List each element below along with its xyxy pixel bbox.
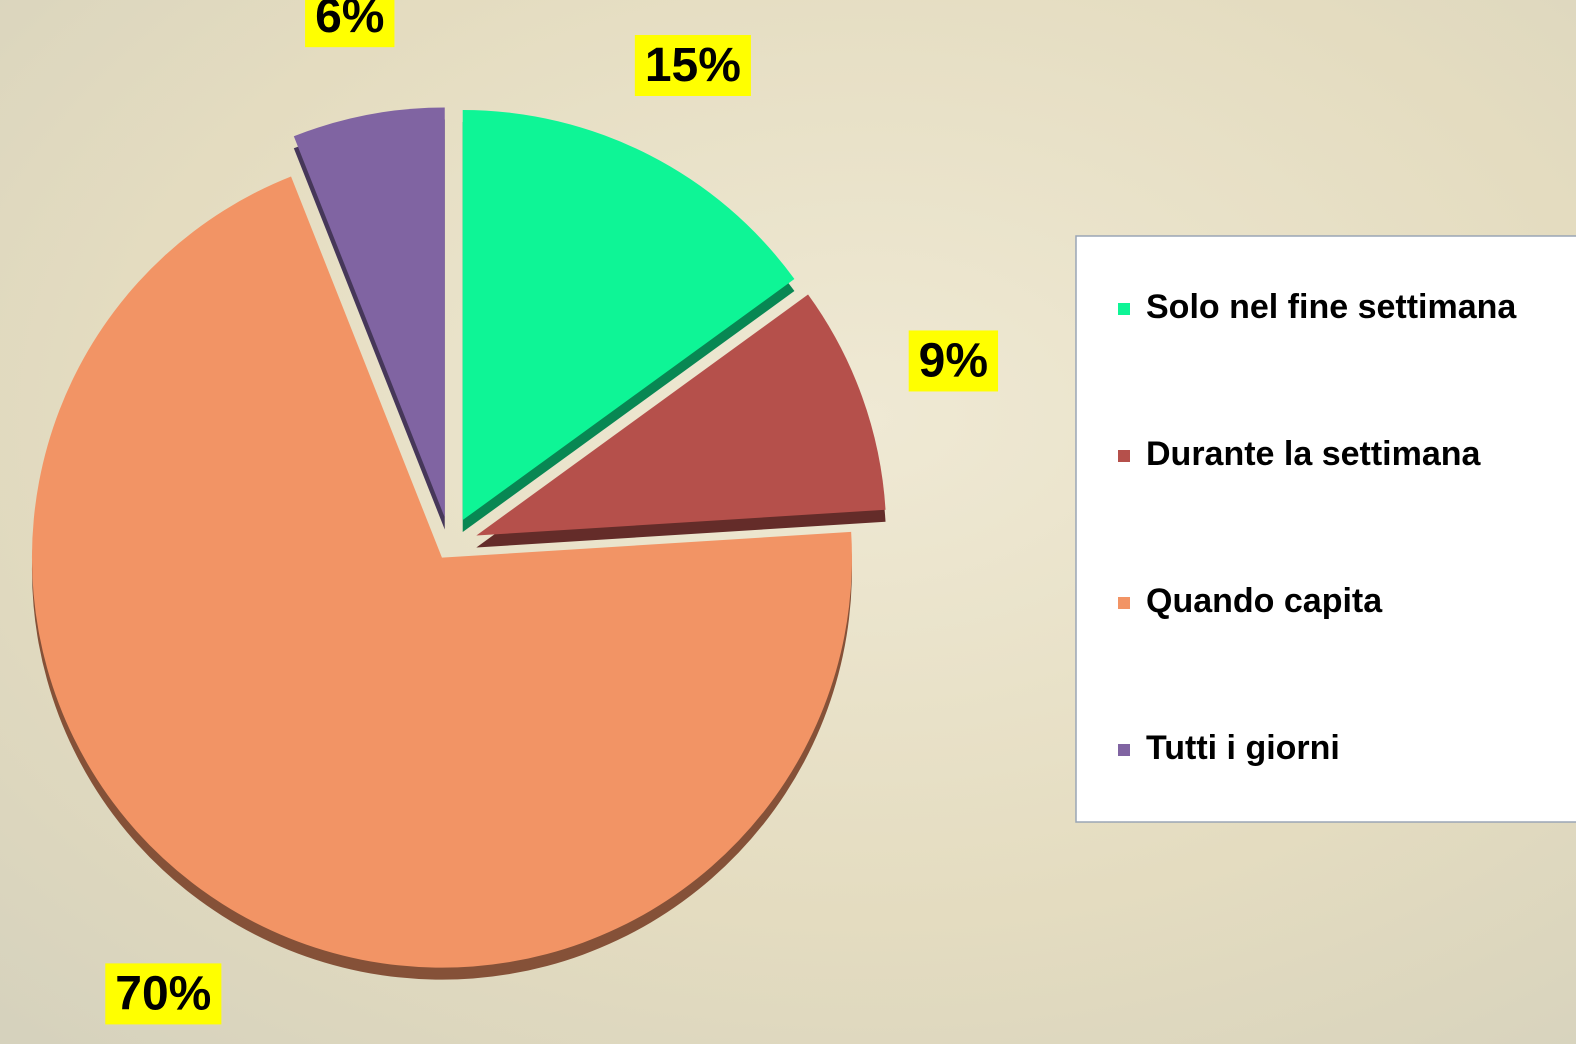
legend-label: Solo nel fine settimana — [1146, 288, 1517, 326]
legend-swatch — [1118, 450, 1130, 462]
value-label: 9% — [919, 334, 988, 387]
legend-label: Quando capita — [1146, 582, 1383, 620]
value-label: 15% — [645, 39, 741, 92]
legend-swatch — [1118, 597, 1130, 609]
value-label: 70% — [115, 967, 211, 1020]
value-label: 6% — [315, 0, 384, 43]
legend-label: Tutti i giorni — [1146, 729, 1340, 767]
page: 15% 9% 70% 6% Solo nel fine settimana Durante… — [0, 0, 1576, 1044]
legend-label: Durante la settimana — [1146, 435, 1482, 473]
chart: 15% 9% 70% 6% Solo nel fine settimana Durante… — [0, 0, 1576, 1044]
legend-swatch — [1118, 303, 1130, 315]
legend-swatch — [1118, 744, 1130, 756]
